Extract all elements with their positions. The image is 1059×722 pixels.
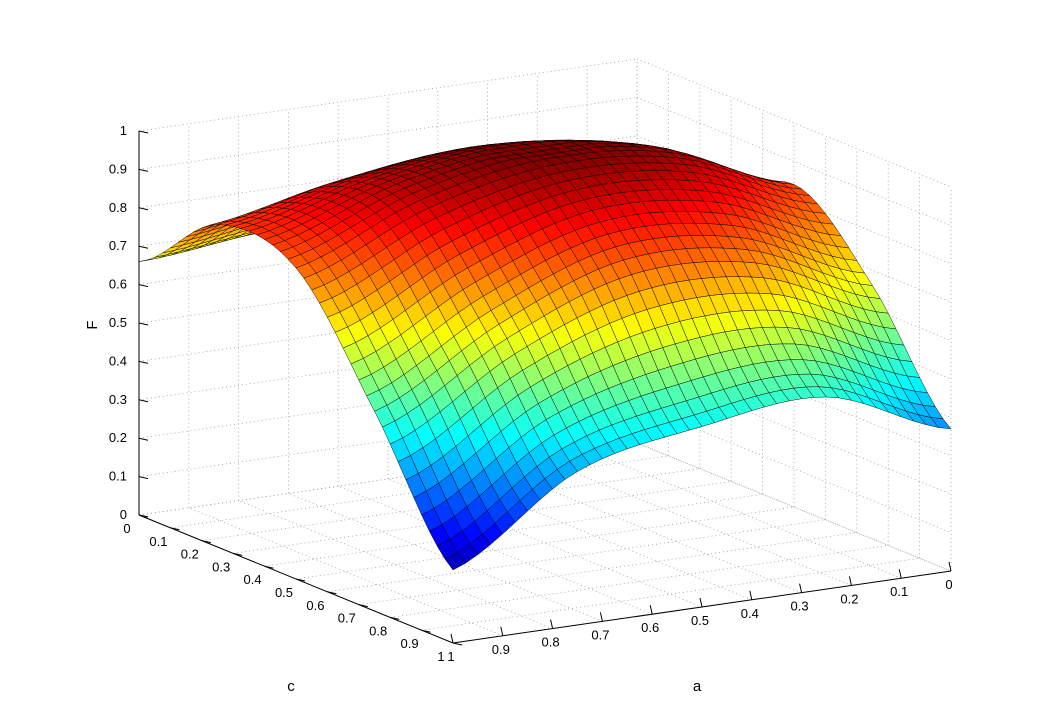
- z-tick-label: 0.2: [109, 430, 127, 445]
- z-tick-label: 0.8: [109, 200, 127, 215]
- y-axis-label: c: [287, 678, 295, 695]
- x-tick-mark: [450, 633, 454, 644]
- x-tick-mark: [799, 583, 803, 593]
- z-tick-label: 1: [120, 123, 127, 138]
- z-tick-mark: [138, 514, 149, 518]
- floor-gridline-c: [327, 519, 826, 593]
- x-tick-mark: [848, 576, 852, 586]
- z-tick-label: 0.7: [109, 238, 127, 253]
- x-tick-mark: [500, 626, 504, 636]
- floor-gridline-a: [437, 471, 752, 601]
- y-tick-label: 0.1: [149, 534, 167, 549]
- x-tick-mark: [550, 619, 554, 629]
- y-tick-label: 0: [123, 521, 130, 536]
- z-tick-label: 0.4: [109, 353, 127, 368]
- wall-gridline-f: [636, 58, 952, 188]
- y-tick-mark: [295, 578, 306, 582]
- x-tick-label: 0.8: [542, 635, 560, 650]
- z-tick-mark: [138, 399, 149, 403]
- x-tick-mark: [749, 590, 753, 600]
- x-tick-mark: [948, 561, 952, 572]
- wall-gridline-f: [636, 97, 952, 226]
- x-tick-label: 0.4: [741, 606, 759, 621]
- z-tick-mark: [138, 168, 149, 172]
- z-tick-label: 0.3: [109, 392, 127, 407]
- z-tick-label: 0.9: [109, 161, 127, 176]
- z-tick-mark: [138, 284, 149, 288]
- z-tick-mark: [138, 245, 149, 249]
- y-tick-mark: [390, 616, 400, 620]
- z-tick-label: 0.1: [109, 469, 127, 484]
- x-tick-label: 0.2: [840, 591, 858, 606]
- z-tick-mark: [138, 130, 149, 134]
- y-tick-mark: [201, 540, 211, 544]
- y-tick-mark: [264, 565, 274, 569]
- floor-gridline-a: [387, 478, 703, 608]
- label-layer: a c F: [84, 320, 702, 695]
- floor-gridline-c: [295, 506, 795, 580]
- floor-gridline-a: [188, 507, 503, 637]
- y-tick-label: 0.7: [338, 611, 356, 626]
- floor-gridline-c: [358, 532, 857, 605]
- floor-gridline-a: [636, 442, 952, 572]
- x-tick-label: 0.1: [890, 584, 908, 599]
- z-tick-label: 0.6: [109, 277, 127, 292]
- x-axis-label: a: [693, 678, 702, 695]
- y-tick-mark: [358, 604, 368, 608]
- z-tick-mark: [138, 360, 149, 364]
- y-tick-label: 0.6: [306, 598, 324, 613]
- z-tick-mark: [138, 437, 149, 441]
- x-tick-label: 0.7: [591, 627, 609, 642]
- floor-gridline-a: [338, 485, 653, 615]
- y-tick-mark: [452, 642, 463, 646]
- y-tick-label: 0.4: [244, 572, 262, 587]
- x-tick-label: 0.6: [641, 620, 659, 635]
- z-tick-mark: [138, 476, 149, 480]
- y-tick-mark: [233, 552, 243, 556]
- x-tick-mark: [649, 605, 653, 615]
- y-tick-label: 1: [437, 649, 444, 664]
- z-tick-label: 0.5: [109, 315, 127, 330]
- y-tick-label: 0.2: [181, 547, 199, 562]
- x-tick-label: 0.5: [691, 613, 709, 628]
- x-tick-mark: [898, 569, 902, 579]
- wall-gridline-f: [138, 58, 638, 132]
- floor-gridline-a: [537, 457, 852, 586]
- y-tick-mark: [421, 629, 431, 633]
- x-tick-label: 0.9: [492, 642, 510, 657]
- floor-gridline-a: [587, 449, 902, 579]
- z-tick-label: 0: [120, 507, 127, 522]
- x-tick-label: 1: [447, 649, 454, 664]
- y-tick-mark: [327, 591, 337, 595]
- floor-gridline-a: [238, 500, 553, 629]
- x-tick-label: 0: [945, 577, 952, 592]
- y-tick-label: 0.5: [275, 585, 293, 600]
- y-tick-mark: [170, 527, 180, 531]
- surface-layer: [138, 139, 952, 571]
- x-tick-label: 0.3: [791, 599, 809, 614]
- x-tick-mark: [699, 597, 703, 608]
- floor-gridline-a: [288, 493, 603, 622]
- y-tick-label: 0.8: [369, 623, 387, 638]
- x-tick-mark: [599, 612, 603, 622]
- z-tick-mark: [138, 207, 149, 211]
- y-tick-label: 0.3: [212, 559, 230, 574]
- y-tick-label: 0.9: [401, 636, 419, 651]
- axis-layer: 0 0.1 0.2 0.3 0.4 0.5 0.6 0.7 0.8 0.9 1 0 0.1 0.2 0.3 0…: [109, 123, 953, 664]
- wall-gridline-f: [636, 442, 952, 572]
- surface-patch: [444, 552, 466, 571]
- z-axis-label: F: [84, 320, 101, 329]
- z-tick-mark: [138, 322, 149, 326]
- floor-gridline-a: [487, 464, 802, 593]
